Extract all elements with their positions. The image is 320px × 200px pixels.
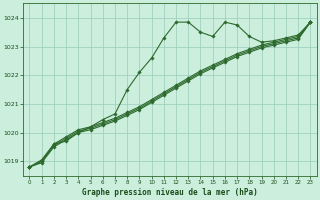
X-axis label: Graphe pression niveau de la mer (hPa): Graphe pression niveau de la mer (hPa) [82, 188, 258, 197]
